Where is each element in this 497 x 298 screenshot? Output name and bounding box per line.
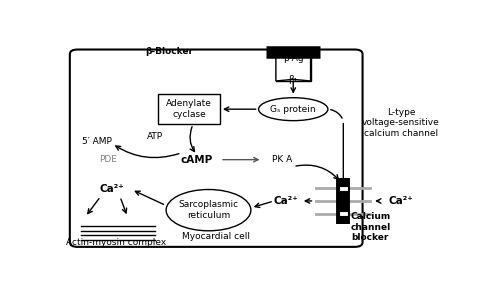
Text: Ca²⁺: Ca²⁺ [273, 196, 298, 206]
Text: L-type
voltage-sensitive
calcium channel: L-type voltage-sensitive calcium channel [362, 108, 440, 138]
Text: Actin-myosin complex: Actin-myosin complex [66, 238, 166, 247]
Text: Ca²⁺: Ca²⁺ [100, 184, 125, 195]
Ellipse shape [166, 190, 251, 231]
Text: Myocardial cell: Myocardial cell [182, 232, 250, 241]
Text: β₁: β₁ [289, 75, 298, 84]
Text: β-Blocker: β-Blocker [145, 47, 193, 56]
Bar [339, 211, 347, 216]
Text: 5′ AMP: 5′ AMP [82, 137, 112, 146]
Text: cAMP: cAMP [181, 155, 213, 165]
Text: Gₛ protein: Gₛ protein [270, 105, 316, 114]
Ellipse shape [258, 98, 328, 121]
Text: Sarcoplasmic
reticulum: Sarcoplasmic reticulum [178, 201, 239, 220]
Text: Calcium
channel
blocker: Calcium channel blocker [350, 212, 390, 242]
Text: PK A: PK A [271, 155, 292, 164]
Text: Adenylate
cyclase: Adenylate cyclase [166, 100, 212, 119]
Polygon shape [276, 49, 311, 81]
Bar [339, 186, 347, 191]
FancyBboxPatch shape [70, 49, 363, 247]
FancyBboxPatch shape [159, 94, 220, 124]
Text: β-Ag: β-Ag [283, 54, 304, 63]
Text: ATP: ATP [147, 132, 163, 141]
Text: PDE: PDE [99, 155, 117, 164]
Text: Ca²⁺: Ca²⁺ [389, 196, 414, 206]
FancyBboxPatch shape [276, 56, 311, 81]
